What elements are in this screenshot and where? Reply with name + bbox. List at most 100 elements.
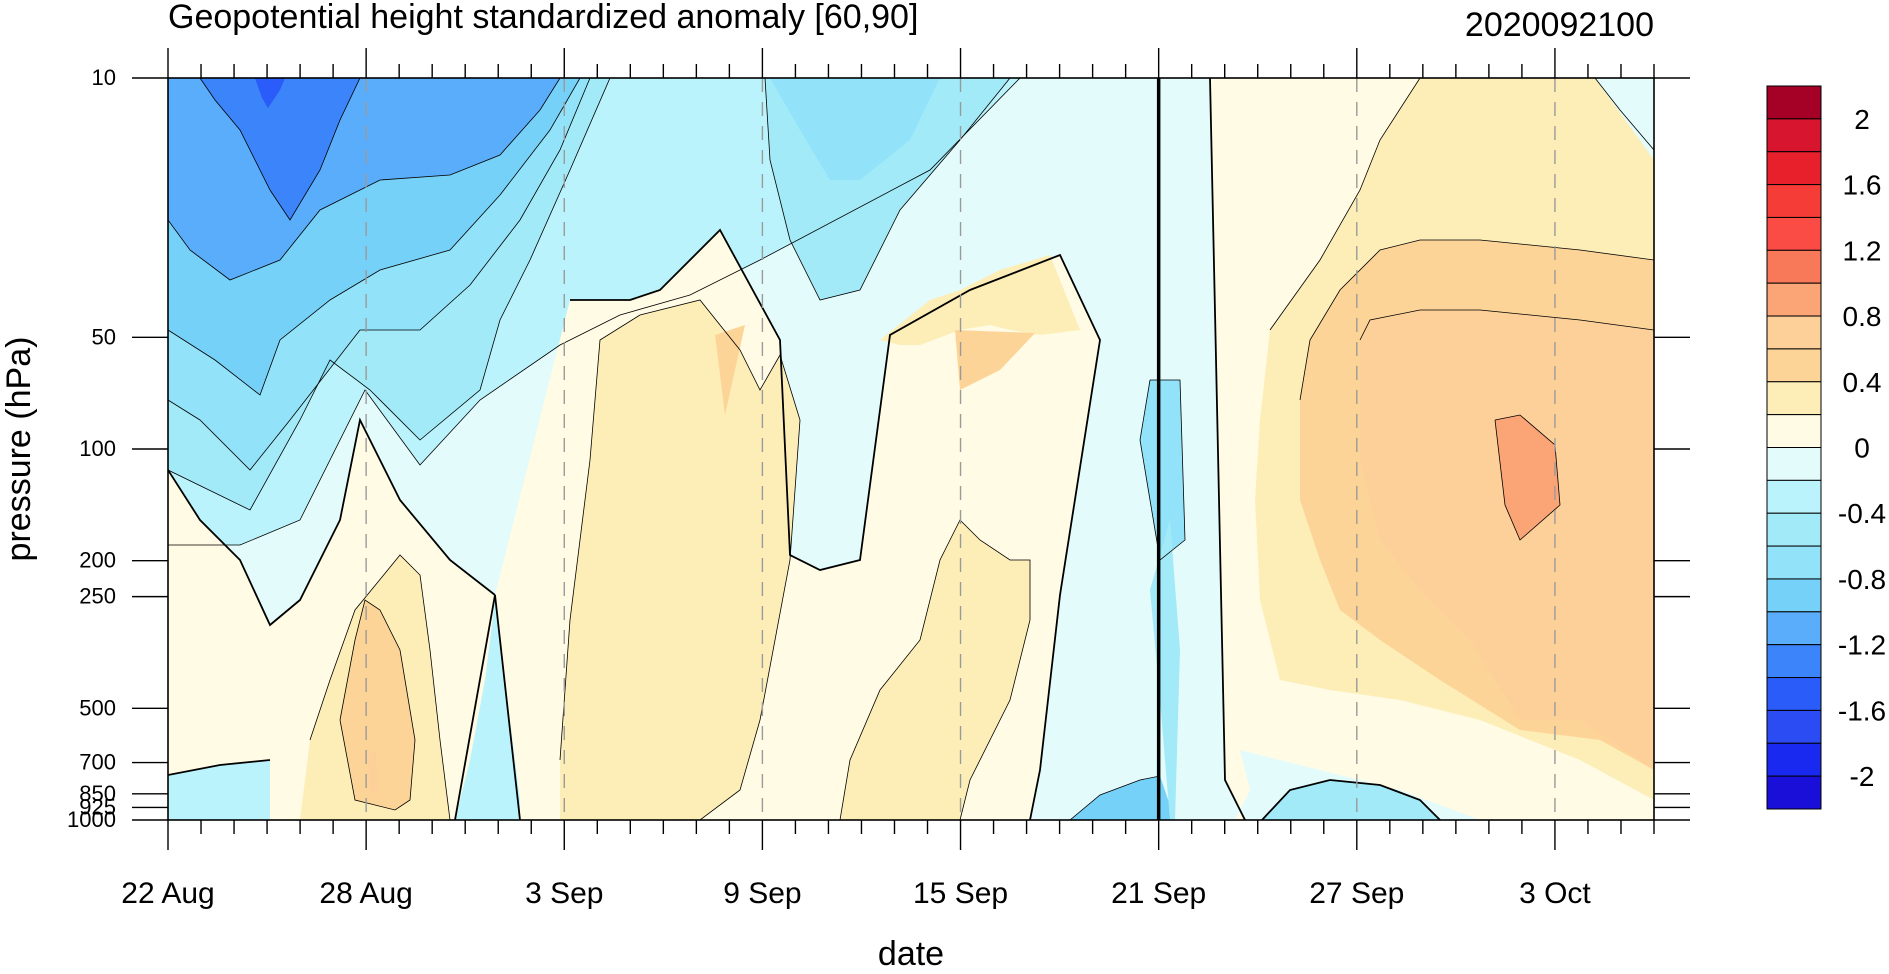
zero-contour-7	[1261, 779, 1441, 820]
contour-band-neg-late	[1262, 780, 1440, 820]
colorbar-swatch	[1766, 512, 1822, 547]
y-tick-label-50: 50	[92, 324, 116, 349]
contour-band-neg-mid2	[770, 78, 940, 180]
axes: 22 Aug 28 Aug 3 Sep 9 Sep 15 Sep 21 Sep 27 Sep…	[67, 48, 1690, 910]
contour-band-pos-0.4c	[955, 330, 1035, 390]
zero-contour-1	[168, 417, 496, 627]
contour-band-neg-1.4	[255, 78, 285, 108]
thin-contour-12	[1269, 78, 1421, 331]
thin-contour-3	[168, 78, 591, 471]
zero-contour-2	[454, 594, 496, 820]
contour-band-pos-0.2b	[560, 300, 800, 820]
y-tick-label-10: 10	[92, 65, 116, 90]
thin-contour-16	[1494, 414, 1561, 541]
colorbar-swatch	[1766, 578, 1822, 613]
colorbar-label--1.6: -1.6	[1838, 695, 1886, 726]
thin-contour-6	[199, 78, 361, 221]
x-tick-label-3-sep: 3 Sep	[525, 877, 603, 910]
thin-contour-10	[559, 299, 801, 820]
y-tick-label-850: 850	[79, 781, 116, 806]
colorbar-swatch	[1766, 545, 1822, 580]
y-tick-label-700: 700	[79, 750, 116, 775]
y-tick-label-200: 200	[79, 548, 116, 573]
x-axis-label: date	[878, 935, 944, 969]
colorbar-label-0.4: 0.4	[1843, 367, 1882, 398]
chart-title: Geopotential height standardized anomaly…	[168, 0, 918, 36]
contour-band-neg-1.2	[200, 78, 360, 220]
contour-band-neg-lower2	[455, 600, 520, 820]
contour-band-neg-21sep	[1070, 776, 1175, 820]
colorbar-swatch	[1766, 315, 1822, 350]
date-grid	[365, 78, 1556, 820]
colorbar-label-1.2: 1.2	[1843, 235, 1882, 266]
zero-contour-4	[570, 228, 1101, 820]
contour-band-pos-0.8e	[1495, 415, 1560, 540]
x-tick-label-28-aug: 28 Aug	[319, 877, 412, 910]
colorbar-swatch	[1766, 447, 1822, 481]
thin-contour-2	[168, 78, 611, 511]
thin-contour-18	[1069, 775, 1161, 820]
thin-contour-15	[1359, 309, 1654, 341]
contour-band-pos-0.6a	[368, 750, 378, 795]
contour-band-pos-0.2c	[840, 520, 1030, 820]
colorbar-swatch	[1766, 118, 1822, 153]
thin-contour-9	[309, 554, 451, 820]
zero-contour-3	[494, 594, 521, 820]
colorbar-label--2: -2	[1850, 761, 1875, 792]
colorbar-swatch	[1766, 348, 1822, 383]
colorbar-swatch	[1766, 775, 1822, 810]
colorbar-label--0.4: -0.4	[1838, 498, 1886, 529]
colorbar-swatch	[1766, 184, 1822, 218]
x-tick-label-15-sep: 15 Sep	[913, 877, 1008, 910]
date-stamp: 2020092100	[1465, 6, 1654, 44]
contour-band-neg-lower	[168, 760, 270, 820]
y-tick-label-1000: 1000	[67, 807, 116, 832]
colorbar-swatch	[1766, 677, 1822, 711]
thin-contour-14	[1299, 239, 1654, 401]
colorbar-swatch	[1766, 611, 1822, 646]
zero-contour-6	[1209, 78, 1246, 820]
x-tick-label-3-oct: 3 Oct	[1519, 877, 1591, 910]
colorbar-label--0.8: -0.8	[1838, 564, 1886, 595]
thin-contour-lines	[168, 78, 1654, 820]
contour-band-pos-0.6e	[1360, 310, 1654, 770]
colorbar-label-0.8: 0.8	[1843, 301, 1882, 332]
colorbar-swatch	[1766, 381, 1822, 416]
colorbar-label--1.2: -1.2	[1838, 630, 1886, 661]
colorbar-label-2: 2	[1854, 104, 1870, 135]
thin-contour-4	[168, 78, 581, 396]
colorbar-swatch	[1766, 216, 1822, 251]
colorbar-swatch	[1766, 479, 1822, 514]
thin-contour-13	[1594, 78, 1654, 151]
contour-band-pos-0.4a	[340, 600, 415, 810]
colorbar-swatch	[1766, 709, 1822, 744]
y-tick-label-925: 925	[79, 794, 116, 819]
x-tick-label-22-aug: 22 Aug	[121, 877, 214, 910]
colorbar-swatch	[1766, 151, 1822, 186]
thin-contour-7	[764, 78, 1011, 301]
colorbar-swatch	[1766, 85, 1822, 120]
contour-band-neg-21sep-b	[1140, 380, 1185, 560]
thin-contour-5	[168, 78, 561, 281]
x-tick-label-27-sep: 27 Sep	[1309, 877, 1404, 910]
y-tick-label-250: 250	[79, 584, 116, 609]
colorbar-label-1.6: 1.6	[1843, 170, 1882, 201]
zero-contour-5	[168, 759, 271, 776]
colorbar-swatch	[1766, 249, 1822, 284]
colorbar-label-0: 0	[1854, 433, 1870, 464]
thin-contour-1	[168, 78, 1021, 546]
y-tick-label-500: 500	[79, 695, 116, 720]
colorbar: 2 1.6 1.2 0.8 0.4 0 -0.4 -0.8 -1.2 -1.6 -2	[1766, 85, 1886, 810]
thin-contour-8	[339, 599, 416, 811]
y-tick-label-100: 100	[79, 436, 116, 461]
x-tick-label-21-sep: 21 Sep	[1111, 877, 1206, 910]
thin-contour-11	[839, 519, 1031, 820]
colorbar-swatch	[1766, 742, 1822, 777]
colorbar-swatch	[1766, 282, 1822, 317]
y-axis-label: pressure (hPa)	[0, 337, 38, 562]
colorbar-swatch	[1766, 414, 1822, 448]
contour-band-neg-corner	[1595, 78, 1654, 160]
colorbar-swatch	[1766, 644, 1822, 679]
contour-field	[168, 78, 1654, 820]
